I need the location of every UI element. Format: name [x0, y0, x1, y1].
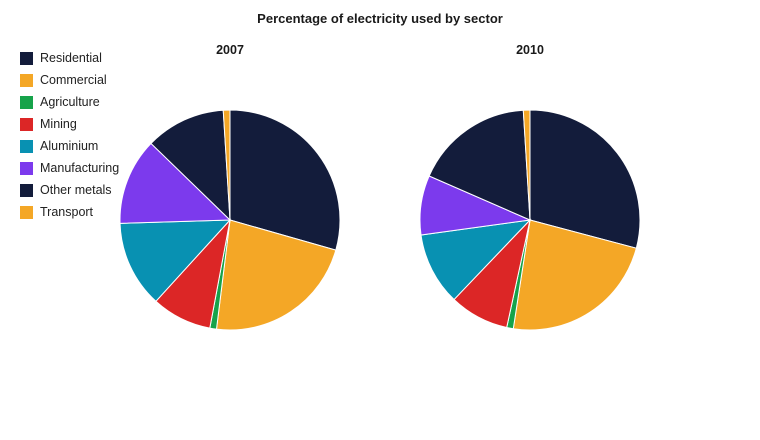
legend-item-manufacturing[interactable]: Manufacturing [20, 157, 119, 179]
pie-slice-2007-residential[interactable] [229, 109, 341, 251]
legend-label: Other metals [40, 183, 112, 197]
legend-swatch [20, 95, 33, 109]
pie-slice-2010-commercial[interactable] [512, 219, 637, 331]
legend-item-residential[interactable]: Residential [20, 47, 119, 69]
legend-item-aluminium[interactable]: Aluminium [20, 135, 119, 157]
legend-label: Mining [40, 117, 77, 131]
legend-item-other-metals[interactable]: Other metals [20, 179, 119, 201]
pie-slice-2007-commercial[interactable] [215, 219, 337, 331]
pie-slice-2007-aluminium[interactable] [119, 219, 232, 302]
legend-swatch [20, 139, 33, 153]
legend-label: Residential [40, 51, 102, 65]
legend-label: Transport [40, 205, 94, 219]
pie-slice-2010-other-metals[interactable] [428, 109, 531, 221]
pie-2010 [419, 109, 641, 331]
pie-slice-2007-other-metals[interactable] [150, 109, 231, 222]
pie-slice-2007-transport[interactable] [222, 109, 231, 221]
pie-slice-2010-residential[interactable] [529, 109, 641, 249]
legend-swatch [20, 205, 33, 219]
legend-item-commercial[interactable]: Commercial [20, 69, 119, 91]
pie-slice-2010-aluminium[interactable] [420, 219, 532, 301]
pie-slice-2010-transport[interactable] [522, 109, 531, 221]
legend-swatch [20, 73, 33, 87]
legend-swatch [20, 51, 33, 65]
legend-item-agriculture[interactable]: Agriculture [20, 91, 119, 113]
legend-swatch [20, 117, 33, 131]
legend-swatch [20, 161, 33, 175]
legend: Residential Commercial Agriculture Minin… [20, 47, 119, 223]
legend-item-transport[interactable]: Transport [20, 201, 119, 223]
pie-title-2007: 2007 [216, 43, 244, 57]
legend-label: Agriculture [40, 95, 100, 109]
legend-label: Commercial [40, 73, 107, 87]
legend-swatch [20, 183, 33, 197]
pie-title-2010: 2010 [516, 43, 544, 57]
legend-item-mining[interactable]: Mining [20, 113, 119, 135]
legend-label: Aluminium [40, 139, 99, 153]
pie-2007 [119, 109, 341, 331]
legend-label: Manufacturing [40, 161, 120, 175]
pie-slice-2007-manufacturing[interactable] [119, 142, 232, 224]
chart-title: Percentage of electricity used by sector [257, 11, 503, 26]
